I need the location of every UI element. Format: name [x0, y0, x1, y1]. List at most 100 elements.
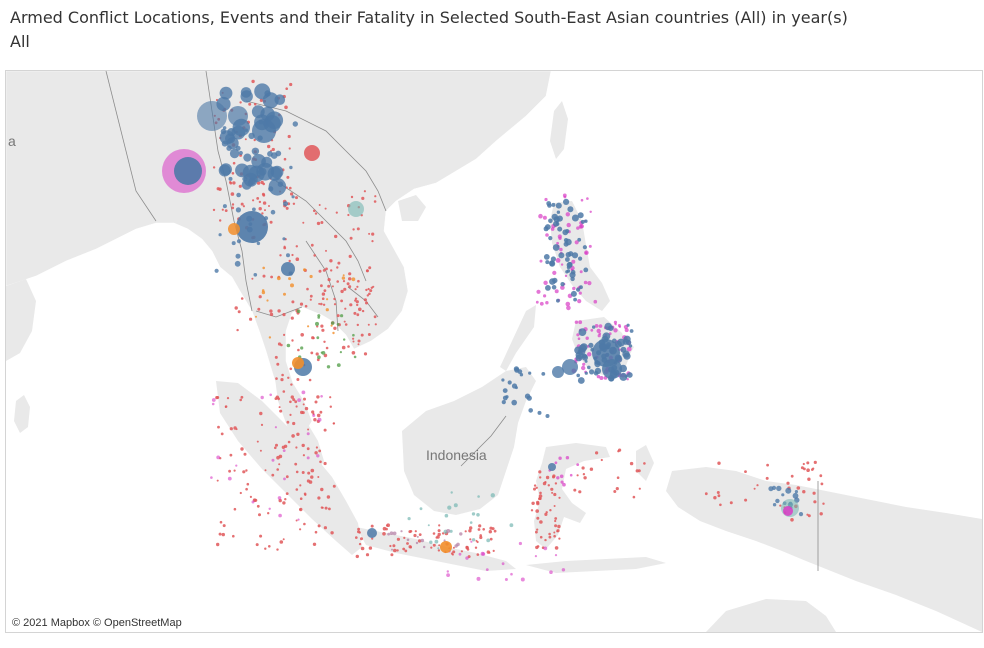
event-marker[interactable]	[565, 212, 570, 217]
event-marker[interactable]	[316, 336, 320, 340]
event-marker[interactable]	[316, 221, 321, 226]
event-marker[interactable]	[226, 397, 230, 400]
event-marker[interactable]	[258, 513, 261, 517]
event-marker[interactable]	[317, 476, 320, 478]
event-marker[interactable]	[236, 239, 242, 244]
event-marker[interactable]	[296, 432, 300, 436]
event-marker[interactable]	[336, 280, 340, 283]
event-marker[interactable]	[756, 484, 759, 487]
event-marker[interactable]	[446, 529, 451, 533]
event-marker-large[interactable]	[304, 145, 320, 161]
event-marker[interactable]	[224, 405, 228, 408]
event-marker[interactable]	[582, 473, 586, 476]
event-marker-large[interactable]	[348, 201, 364, 217]
event-marker[interactable]	[578, 328, 587, 336]
event-marker[interactable]	[249, 495, 252, 498]
event-marker[interactable]	[222, 204, 227, 209]
event-marker[interactable]	[536, 516, 540, 520]
event-marker[interactable]	[284, 498, 287, 501]
event-marker[interactable]	[373, 315, 377, 319]
event-marker[interactable]	[581, 354, 589, 361]
event-marker[interactable]	[626, 372, 633, 378]
event-marker[interactable]	[363, 352, 368, 356]
event-marker[interactable]	[211, 402, 215, 406]
event-marker[interactable]	[249, 317, 253, 321]
event-marker[interactable]	[536, 502, 540, 506]
event-marker[interactable]	[451, 553, 454, 556]
event-marker[interactable]	[231, 125, 246, 140]
event-marker[interactable]	[565, 456, 570, 460]
event-marker[interactable]	[286, 175, 290, 179]
event-marker[interactable]	[450, 491, 453, 494]
event-marker[interactable]	[291, 300, 295, 304]
event-marker[interactable]	[579, 270, 583, 274]
event-marker[interactable]	[572, 286, 576, 291]
event-marker[interactable]	[796, 486, 801, 490]
event-marker[interactable]	[280, 378, 284, 382]
event-marker[interactable]	[514, 386, 518, 390]
event-marker[interactable]	[295, 405, 298, 408]
event-marker[interactable]	[340, 299, 343, 303]
event-marker[interactable]	[583, 280, 588, 285]
event-marker[interactable]	[241, 179, 252, 190]
event-marker[interactable]	[342, 274, 345, 277]
event-marker[interactable]	[244, 138, 247, 141]
event-marker[interactable]	[227, 476, 232, 481]
event-marker[interactable]	[306, 287, 309, 291]
event-marker[interactable]	[336, 323, 340, 326]
event-marker[interactable]	[351, 277, 356, 282]
event-marker[interactable]	[323, 428, 327, 432]
event-marker-large[interactable]	[236, 211, 268, 243]
event-marker[interactable]	[361, 196, 365, 200]
event-marker[interactable]	[408, 545, 412, 549]
event-marker[interactable]	[301, 471, 305, 474]
event-marker[interactable]	[235, 464, 238, 467]
event-marker[interactable]	[315, 321, 319, 326]
event-marker[interactable]	[258, 207, 262, 211]
event-marker[interactable]	[474, 546, 478, 549]
event-marker[interactable]	[545, 260, 550, 265]
event-marker[interactable]	[576, 287, 581, 292]
event-marker[interactable]	[304, 304, 308, 308]
event-marker[interactable]	[453, 503, 458, 508]
event-marker[interactable]	[563, 195, 567, 199]
event-marker[interactable]	[501, 562, 505, 566]
event-marker[interactable]	[289, 400, 292, 404]
event-marker[interactable]	[317, 524, 321, 528]
event-marker[interactable]	[321, 297, 325, 300]
event-marker[interactable]	[772, 503, 777, 507]
event-marker[interactable]	[274, 426, 277, 429]
event-marker[interactable]	[313, 254, 317, 257]
event-marker[interactable]	[501, 400, 506, 405]
event-marker[interactable]	[211, 398, 216, 402]
event-marker[interactable]	[584, 359, 588, 363]
event-marker[interactable]	[258, 295, 262, 299]
event-marker[interactable]	[559, 247, 563, 252]
event-marker[interactable]	[469, 526, 473, 530]
event-marker[interactable]	[300, 333, 305, 337]
event-marker[interactable]	[289, 367, 293, 371]
event-marker[interactable]	[566, 262, 573, 268]
event-marker[interactable]	[550, 256, 557, 262]
event-marker[interactable]	[232, 534, 235, 538]
event-marker[interactable]	[233, 469, 236, 472]
event-marker[interactable]	[369, 289, 373, 293]
event-marker[interactable]	[318, 302, 321, 305]
event-marker[interactable]	[269, 220, 273, 224]
event-marker[interactable]	[820, 482, 824, 486]
event-marker[interactable]	[382, 532, 386, 536]
event-marker[interactable]	[802, 462, 805, 466]
event-marker[interactable]	[587, 352, 592, 357]
event-marker-large[interactable]	[552, 366, 564, 378]
event-marker[interactable]	[289, 165, 293, 170]
event-marker[interactable]	[294, 462, 298, 466]
event-marker[interactable]	[613, 328, 618, 333]
event-marker[interactable]	[406, 542, 409, 545]
event-marker[interactable]	[355, 536, 358, 539]
event-marker[interactable]	[622, 338, 629, 345]
event-marker[interactable]	[251, 500, 255, 504]
event-marker[interactable]	[363, 298, 367, 302]
event-marker[interactable]	[643, 462, 646, 465]
event-marker[interactable]	[539, 301, 544, 306]
event-marker[interactable]	[368, 266, 372, 270]
